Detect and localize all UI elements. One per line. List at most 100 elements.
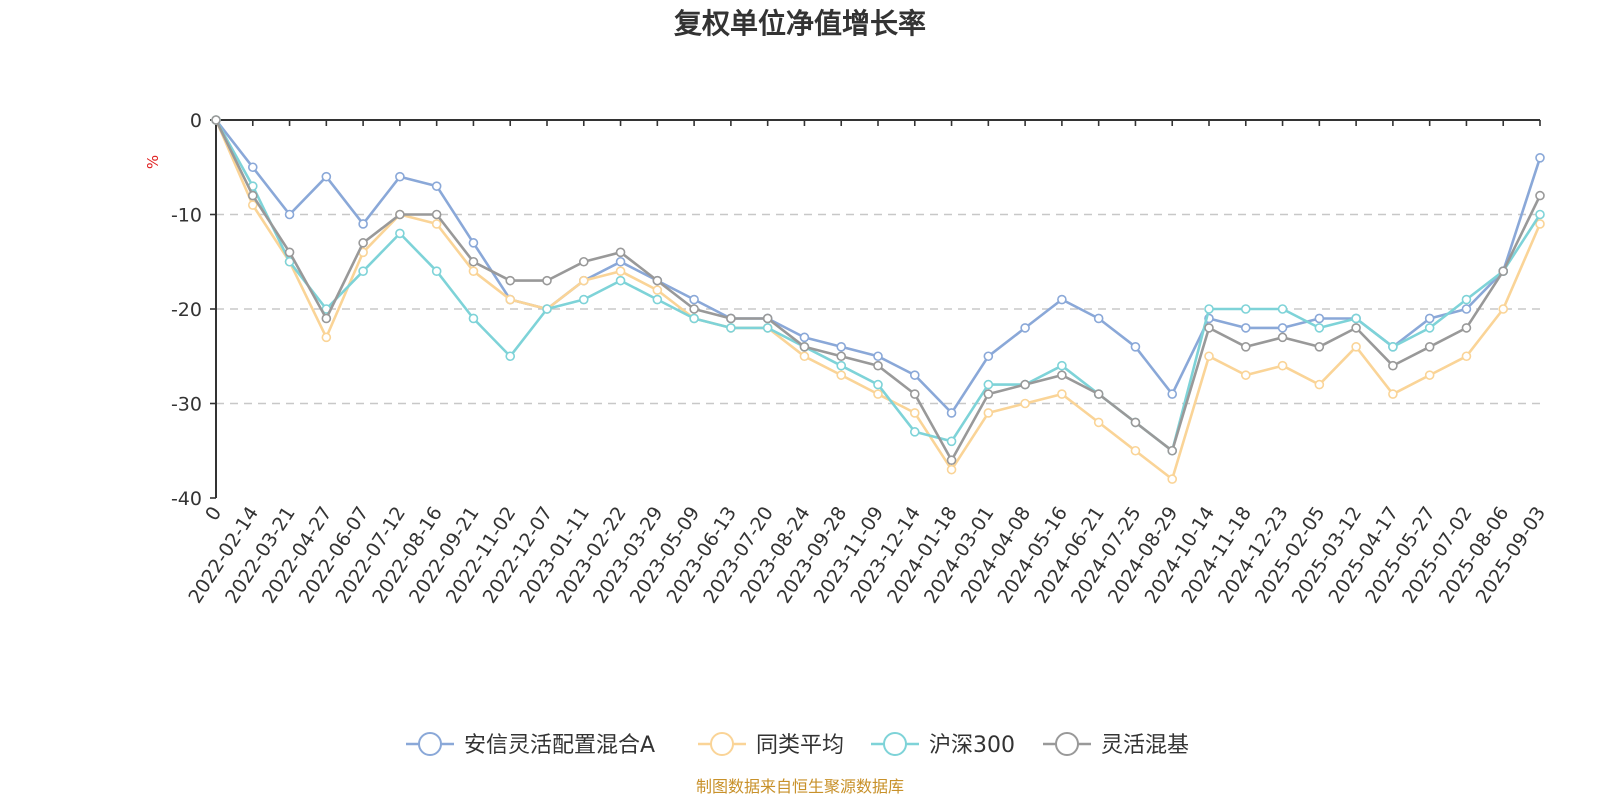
legend-item[interactable]: 安信灵活配置混合A	[406, 732, 655, 758]
y-tick-label: 0	[190, 110, 202, 132]
data-point	[1130, 341, 1141, 352]
data-point	[615, 256, 626, 267]
series-group	[211, 115, 1545, 418]
data-point	[799, 341, 810, 352]
data-point	[652, 275, 663, 286]
data-point	[983, 389, 994, 399]
data-point	[578, 256, 589, 267]
series-layer	[211, 115, 1545, 484]
data-point	[836, 341, 847, 352]
legend-label: 沪深300	[929, 733, 1015, 758]
data-point	[1535, 190, 1545, 201]
data-point	[836, 351, 847, 362]
data-point	[1424, 370, 1435, 380]
data-point	[247, 162, 258, 173]
data-point	[909, 370, 920, 380]
data-point	[1424, 323, 1435, 333]
series-group	[211, 115, 1545, 466]
data-point	[1093, 313, 1104, 324]
data-point	[799, 351, 810, 362]
data-point	[1535, 153, 1545, 163]
legend-item[interactable]: 灵活混基	[1043, 732, 1189, 758]
series-line	[214, 118, 1542, 453]
data-point	[615, 247, 626, 258]
data-point	[284, 247, 295, 258]
data-point	[1314, 379, 1325, 390]
legend-label: 同类平均	[756, 733, 844, 758]
legend-circle-swatch	[883, 732, 907, 756]
data-point	[1277, 323, 1288, 333]
data-point	[983, 408, 994, 418]
data-point	[689, 313, 699, 324]
data-point	[909, 427, 920, 437]
data-point	[799, 332, 810, 343]
data-point	[762, 313, 773, 324]
series-group	[211, 115, 1545, 484]
data-point	[615, 275, 626, 286]
data-point	[1314, 323, 1325, 333]
data-point	[1351, 313, 1361, 324]
data-source-note: 制图数据来自恒生聚源数据库	[696, 777, 904, 796]
data-point	[873, 379, 883, 390]
data-point	[1277, 304, 1288, 314]
data-point	[1130, 445, 1141, 456]
y-axis-unit-label: %	[144, 155, 162, 169]
data-point	[652, 285, 663, 295]
data-point	[615, 266, 626, 277]
data-point	[1130, 417, 1141, 428]
data-point	[1204, 351, 1214, 362]
data-point	[358, 238, 368, 248]
data-point	[689, 304, 699, 314]
data-point	[1351, 323, 1361, 333]
data-point	[726, 313, 736, 324]
series-line	[214, 118, 1542, 462]
data-point	[1057, 360, 1067, 371]
data-point	[909, 389, 920, 399]
series-line	[214, 118, 1542, 481]
data-point	[1240, 323, 1251, 333]
data-point	[983, 379, 994, 390]
data-point	[909, 408, 920, 418]
data-point	[1461, 304, 1472, 314]
data-point	[468, 256, 479, 267]
data-point	[836, 370, 847, 380]
data-point	[1498, 304, 1509, 314]
data-point	[1240, 370, 1251, 380]
data-point	[873, 389, 883, 399]
data-point	[1167, 474, 1178, 484]
data-point	[1535, 209, 1545, 220]
data-point	[1204, 323, 1214, 333]
data-point	[1167, 445, 1178, 456]
data-point	[1424, 341, 1435, 352]
grid-layer	[216, 213, 1540, 405]
data-point	[1351, 341, 1361, 352]
data-point	[468, 238, 479, 248]
data-point	[1535, 219, 1545, 229]
data-point	[762, 323, 773, 333]
data-point	[468, 313, 479, 324]
data-point	[1388, 341, 1398, 352]
legend-item[interactable]: 同类平均	[698, 732, 844, 758]
y-tick-label: -40	[171, 488, 202, 510]
legend[interactable]: 安信灵活配置混合A 同类平均 沪深300 灵活混基	[406, 732, 1189, 758]
data-point	[946, 464, 957, 475]
data-point	[578, 275, 589, 286]
x-tick-label: 0	[201, 503, 226, 525]
data-point	[358, 266, 368, 277]
data-point	[247, 190, 258, 201]
chart-title: 复权单位净值增长率	[674, 7, 926, 40]
data-point	[395, 171, 405, 182]
data-point	[1057, 389, 1067, 399]
data-point	[1167, 389, 1178, 399]
data-point	[321, 313, 332, 324]
data-point	[431, 266, 442, 277]
data-point	[1424, 313, 1435, 324]
legend-item[interactable]: 沪深300	[871, 732, 1015, 758]
data-point	[689, 294, 699, 305]
data-point	[431, 209, 442, 220]
data-point	[1020, 323, 1030, 333]
data-point	[1204, 304, 1214, 314]
data-point	[1461, 351, 1472, 362]
data-point	[1093, 417, 1104, 428]
